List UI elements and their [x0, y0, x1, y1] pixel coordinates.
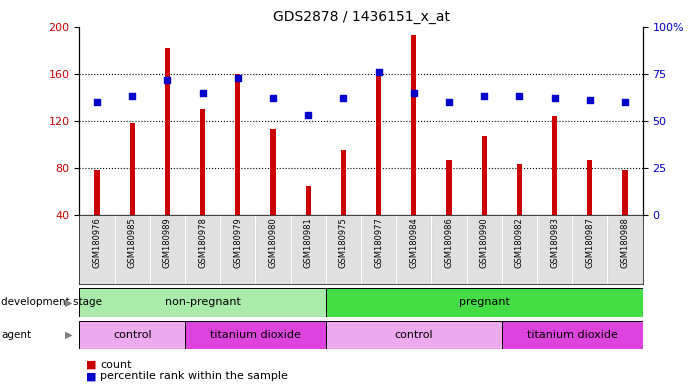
Text: GSM180986: GSM180986 [444, 217, 453, 268]
Text: GSM180985: GSM180985 [128, 217, 137, 268]
Bar [623, 170, 627, 215]
Bar [235, 74, 240, 215]
Text: GSM180975: GSM180975 [339, 217, 348, 268]
Text: GSM180977: GSM180977 [374, 217, 383, 268]
Text: ▶: ▶ [65, 330, 73, 340]
Bar [376, 69, 381, 215]
Text: GSM180989: GSM180989 [163, 217, 172, 268]
Bar [185, 215, 220, 284]
Text: GSM180976: GSM180976 [93, 217, 102, 268]
Text: GSM180979: GSM180979 [234, 217, 243, 268]
Bar [291, 215, 326, 284]
Point [303, 112, 314, 118]
Bar [220, 215, 256, 284]
Text: GSM180990: GSM180990 [480, 217, 489, 268]
Bar [256, 215, 291, 284]
Title: GDS2878 / 1436151_x_at: GDS2878 / 1436151_x_at [272, 10, 450, 25]
Text: agent: agent [1, 330, 32, 340]
Text: GSM180980: GSM180980 [269, 217, 278, 268]
Text: GSM180984: GSM180984 [409, 217, 418, 268]
Bar [537, 215, 572, 284]
Bar [165, 48, 170, 215]
Text: control: control [395, 330, 433, 340]
Text: ■: ■ [86, 360, 97, 370]
Point [479, 93, 490, 99]
Bar [431, 215, 466, 284]
Bar [270, 129, 276, 215]
Bar [341, 151, 346, 215]
Bar [466, 215, 502, 284]
Text: GSM180981: GSM180981 [304, 217, 313, 268]
Text: ■: ■ [86, 371, 97, 381]
Bar [361, 215, 396, 284]
Bar [305, 185, 311, 215]
Text: GSM180982: GSM180982 [515, 217, 524, 268]
Point [126, 93, 138, 99]
Text: pregnant: pregnant [459, 297, 510, 308]
Point [408, 90, 419, 96]
Bar [502, 215, 537, 284]
Bar [185, 321, 326, 349]
Bar [95, 170, 100, 215]
Text: percentile rank within the sample: percentile rank within the sample [100, 371, 288, 381]
Text: titanium dioxide: titanium dioxide [210, 330, 301, 340]
Text: count: count [100, 360, 132, 370]
Text: GSM180983: GSM180983 [550, 217, 559, 268]
Bar [552, 116, 557, 215]
Text: GSM180988: GSM180988 [621, 217, 630, 268]
Bar [587, 160, 592, 215]
Bar [326, 215, 361, 284]
Point [232, 74, 243, 81]
Bar [482, 136, 487, 215]
Point [585, 97, 596, 103]
Bar [150, 215, 185, 284]
Bar [326, 321, 502, 349]
Text: titanium dioxide: titanium dioxide [527, 330, 618, 340]
Bar [130, 123, 135, 215]
Point [91, 99, 102, 105]
Point [162, 76, 173, 83]
Bar [411, 35, 417, 215]
Bar [326, 288, 643, 317]
Bar [607, 215, 643, 284]
Point [444, 99, 455, 105]
Text: control: control [113, 330, 151, 340]
Text: development stage: development stage [1, 297, 102, 308]
Text: ▶: ▶ [65, 297, 73, 308]
Point [549, 95, 560, 101]
Point [620, 99, 631, 105]
Bar [200, 109, 205, 215]
Point [197, 90, 208, 96]
Point [267, 95, 278, 101]
Bar [572, 215, 607, 284]
Text: GSM180987: GSM180987 [585, 217, 594, 268]
Point [514, 93, 525, 99]
Point [338, 95, 349, 101]
Bar [446, 160, 452, 215]
Bar [396, 215, 431, 284]
Bar [79, 215, 115, 284]
Text: GSM180978: GSM180978 [198, 217, 207, 268]
Text: non-pregnant: non-pregnant [164, 297, 240, 308]
Bar [79, 288, 326, 317]
Bar [115, 215, 150, 284]
Bar [517, 164, 522, 215]
Point [373, 69, 384, 75]
Bar [502, 321, 643, 349]
Bar [79, 321, 185, 349]
